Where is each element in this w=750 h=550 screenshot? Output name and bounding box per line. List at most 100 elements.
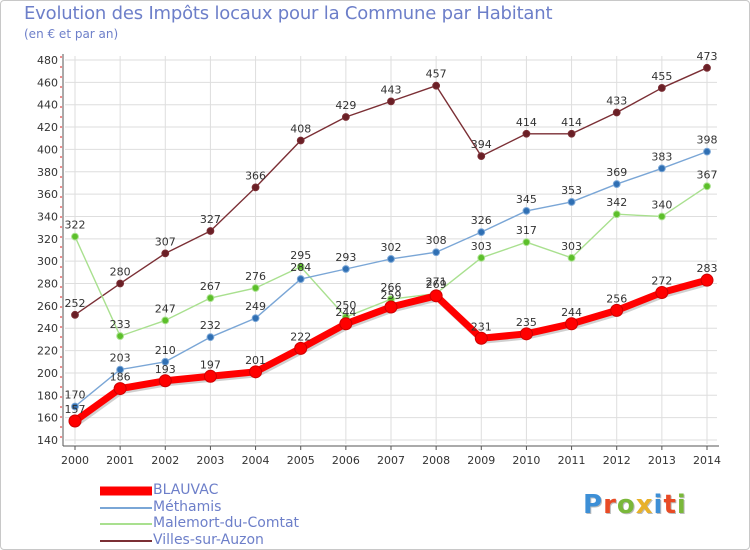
- data-label: 307: [155, 235, 176, 248]
- data-label: 235: [516, 316, 537, 329]
- data-point: [474, 331, 488, 345]
- data-point: [296, 136, 305, 145]
- data-point: [703, 63, 711, 72]
- data-point: [477, 228, 486, 237]
- data-point: [341, 113, 350, 121]
- data-point: [432, 248, 441, 257]
- data-point: [522, 238, 531, 247]
- data-point: [477, 152, 486, 161]
- y-tick-label: 240: [37, 322, 58, 335]
- x-tick-label: 2001: [106, 454, 134, 467]
- x-tick-label: 2007: [377, 454, 405, 467]
- proxiti-logo: Proxiti: [583, 490, 687, 520]
- data-point: [296, 262, 305, 271]
- data-label: 398: [697, 134, 718, 147]
- data-label: 197: [200, 358, 221, 371]
- y-tick-label: 400: [37, 143, 58, 156]
- data-label: 308: [426, 234, 447, 247]
- data-label: 394: [471, 138, 492, 151]
- data-point: [161, 316, 170, 325]
- y-tick-label: 280: [37, 278, 58, 291]
- data-point: [249, 365, 263, 379]
- data-point: [339, 317, 353, 331]
- data-point: [657, 212, 666, 221]
- legend-swatch: [100, 523, 152, 525]
- data-label: 256: [606, 292, 627, 305]
- data-label: 414: [516, 116, 537, 129]
- x-tick-label: 2012: [603, 454, 631, 467]
- data-label: 317: [516, 224, 537, 237]
- logo-letter: o: [616, 490, 636, 520]
- data-label: 170: [65, 388, 86, 401]
- x-tick-label: 2013: [648, 454, 676, 467]
- data-point: [567, 198, 576, 206]
- y-tick-label: 320: [37, 233, 58, 246]
- x-tick-label: 2000: [61, 454, 89, 467]
- data-point: [341, 265, 350, 273]
- logo-letter: r: [603, 490, 617, 520]
- data-point: [206, 227, 215, 235]
- data-point: [113, 382, 127, 396]
- data-point: [657, 84, 666, 92]
- x-tick-label: 2014: [693, 454, 721, 467]
- data-point: [161, 249, 170, 258]
- data-label: 250: [335, 299, 356, 312]
- data-label: 283: [697, 262, 718, 275]
- data-point: [71, 310, 79, 319]
- data-label: 247: [155, 302, 176, 315]
- x-tick-label: 2005: [287, 454, 315, 467]
- y-tick-label: 140: [37, 434, 58, 447]
- data-point: [116, 365, 125, 374]
- data-label: 193: [155, 363, 176, 376]
- data-point: [432, 81, 441, 90]
- legend-label: Malemort-du-Comtat: [153, 515, 300, 531]
- data-label: 342: [606, 196, 627, 209]
- data-label: 367: [697, 168, 718, 181]
- data-label: 327: [200, 213, 221, 226]
- data-label: 201: [245, 354, 266, 367]
- data-label: 203: [110, 352, 131, 365]
- data-point: [612, 210, 621, 219]
- y-tick-label: 220: [37, 345, 58, 358]
- data-label: 252: [65, 297, 86, 310]
- x-tick-label: 2008: [422, 454, 450, 467]
- data-point: [612, 108, 621, 117]
- y-tick-label: 360: [37, 188, 58, 201]
- data-point: [655, 285, 669, 299]
- data-point: [116, 279, 125, 288]
- data-point: [567, 129, 576, 138]
- data-label: 295: [290, 249, 311, 262]
- data-label: 259: [381, 289, 402, 302]
- y-tick-label: 420: [37, 121, 58, 134]
- data-label: 322: [65, 219, 86, 232]
- y-tick-label: 260: [37, 300, 58, 313]
- data-label: 353: [561, 184, 582, 197]
- data-point: [387, 97, 395, 106]
- data-point: [251, 183, 260, 192]
- data-point: [522, 206, 531, 215]
- data-label: 231: [471, 320, 492, 333]
- logo-letter: i: [676, 490, 687, 520]
- data-label: 408: [290, 122, 311, 135]
- data-point: [203, 369, 217, 383]
- data-label: 414: [561, 116, 582, 129]
- data-label: 303: [471, 240, 492, 253]
- data-point: [384, 300, 398, 314]
- data-point: [703, 147, 711, 156]
- y-tick-label: 160: [37, 412, 58, 425]
- y-tick-label: 480: [37, 54, 58, 67]
- y-tick-label: 340: [37, 210, 58, 223]
- data-point: [251, 314, 260, 323]
- x-tick-label: 2010: [512, 454, 540, 467]
- x-tick-label: 2011: [558, 454, 586, 467]
- y-tick-label: 200: [37, 367, 58, 380]
- data-label: 457: [426, 68, 447, 81]
- data-point: [567, 253, 576, 262]
- data-point: [387, 255, 395, 263]
- y-tick-label: 380: [37, 166, 58, 179]
- data-label: 269: [426, 278, 447, 291]
- data-label: 267: [200, 280, 221, 293]
- data-label: 443: [381, 83, 402, 96]
- x-tick-label: 2006: [332, 454, 360, 467]
